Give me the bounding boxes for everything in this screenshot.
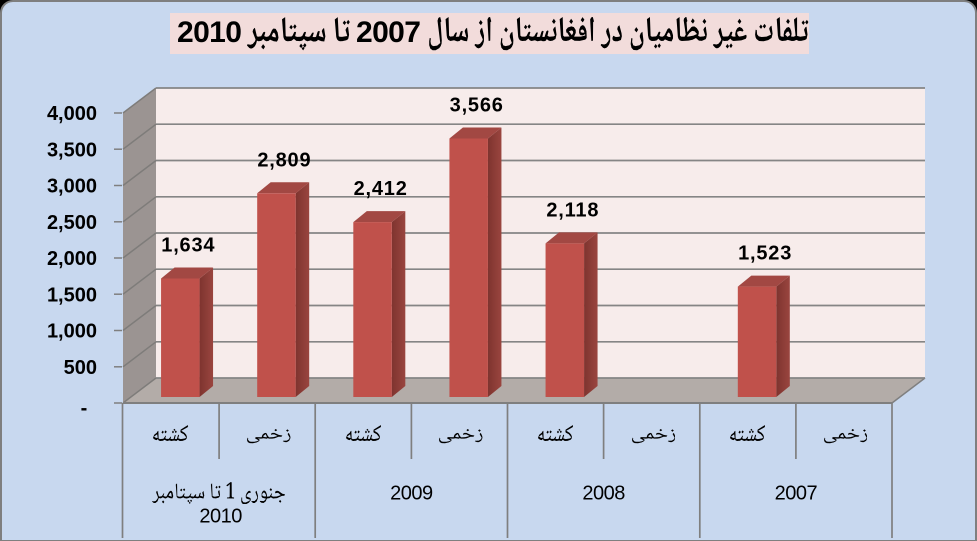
svg-text:-: - <box>81 398 88 420</box>
svg-text:1,000: 1,000 <box>47 321 97 343</box>
svg-text:2008: 2008 <box>582 483 625 505</box>
svg-text:2,000: 2,000 <box>47 248 97 270</box>
svg-text:2,500: 2,500 <box>47 212 97 234</box>
svg-text:500: 500 <box>64 357 97 379</box>
svg-text:1,500: 1,500 <box>47 284 97 306</box>
svg-text:3,566: 3,566 <box>450 95 504 117</box>
svg-text:2009: 2009 <box>390 483 433 505</box>
svg-text:3,000: 3,000 <box>47 176 97 198</box>
svg-text:3,500: 3,500 <box>47 139 97 161</box>
svg-text:2,809: 2,809 <box>257 149 311 171</box>
svg-text:2,118: 2,118 <box>546 199 599 221</box>
svg-text:1,523: 1,523 <box>738 243 792 265</box>
svg-text:2007: 2007 <box>775 483 818 505</box>
svg-text:2010: 2010 <box>199 506 242 528</box>
svg-text:4,000: 4,000 <box>47 103 97 125</box>
svg-text:2,412: 2,412 <box>354 178 408 200</box>
svg-text:1,634: 1,634 <box>161 235 215 257</box>
